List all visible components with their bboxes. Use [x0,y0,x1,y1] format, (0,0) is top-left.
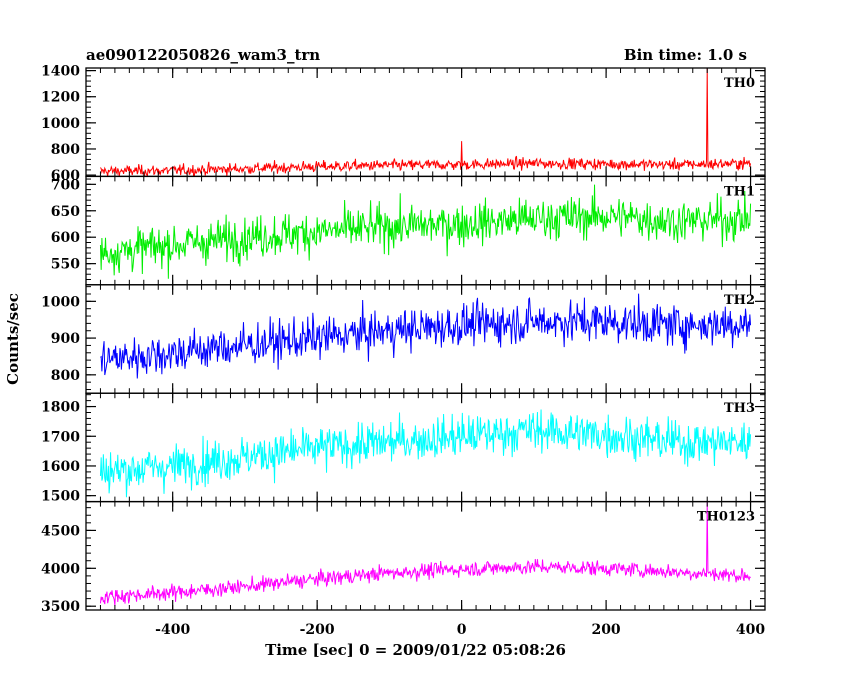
y-tick-label: 1700 [41,429,80,445]
y-tick-label: 600 [51,230,80,246]
series-line-th1 [99,184,752,279]
x-tick-label: 0 [457,622,467,638]
bin-time-label: Bin time: 1.0 s [624,46,747,64]
y-tick-label: 650 [51,204,80,220]
y-tick-label: 1400 [41,64,80,80]
panel-frame [85,392,766,503]
y-tick-label: 1600 [41,459,80,475]
y-tick-label: 600 [51,168,80,184]
panel-frame [85,67,766,178]
y-tick-label: 800 [51,368,80,384]
panel-label-th0123: TH0123 [697,510,755,525]
y-tick-label: 700 [51,177,80,193]
x-axis-label: Time [sec] 0 = 2009/01/22 05:08:26 [265,641,566,659]
y-axis-label: Counts/sec [4,293,22,385]
x-tick-label: -400 [155,622,190,638]
x-tick-label: 400 [736,622,765,638]
y-tick-label: 4500 [41,523,80,539]
chart-title: ae090122050826_wam3_trn [86,46,320,64]
x-tick-label: -200 [300,622,335,638]
y-tick-label: 3500 [41,599,80,615]
panel-label-th1: TH1 [724,184,755,199]
x-tick-label: 200 [591,622,620,638]
series-line-th0123 [99,501,751,606]
y-tick-label: 1800 [41,400,80,416]
panels-group: 600 800 1000 1200 1400 TH0 550 600 650 700 TH1 800 9… [41,64,766,638]
panel-th3: 1500 1600 1700 1800 TH3 [41,392,766,505]
series-line-th2 [100,293,752,379]
y-tick-label: 900 [51,331,80,347]
series-line-th3 [99,409,752,498]
panel-frame [85,500,766,611]
panel-th0123: 3500 4000 4500 TH0123 [41,500,766,615]
y-tick-label: 1000 [41,294,80,310]
panel-th1: 550 600 650 700 TH1 [51,175,766,286]
panel-th2: 800 900 1000 TH2 [41,284,766,394]
panel-label-th2: TH2 [724,293,755,308]
panel-th0: 600 800 1000 1200 1400 TH0 [41,64,766,184]
panel-label-th3: TH3 [724,401,755,416]
y-tick-label: 1000 [41,116,80,132]
y-tick-label: 800 [51,142,80,158]
y-tick-label: 1200 [41,90,80,106]
y-tick-label: 1500 [41,489,80,505]
y-tick-label: 4000 [41,561,80,577]
panel-label-th0: TH0 [724,76,755,91]
series-line-th0 [100,68,752,177]
panel-frame [85,284,766,394]
y-tick-label: 550 [51,257,80,273]
